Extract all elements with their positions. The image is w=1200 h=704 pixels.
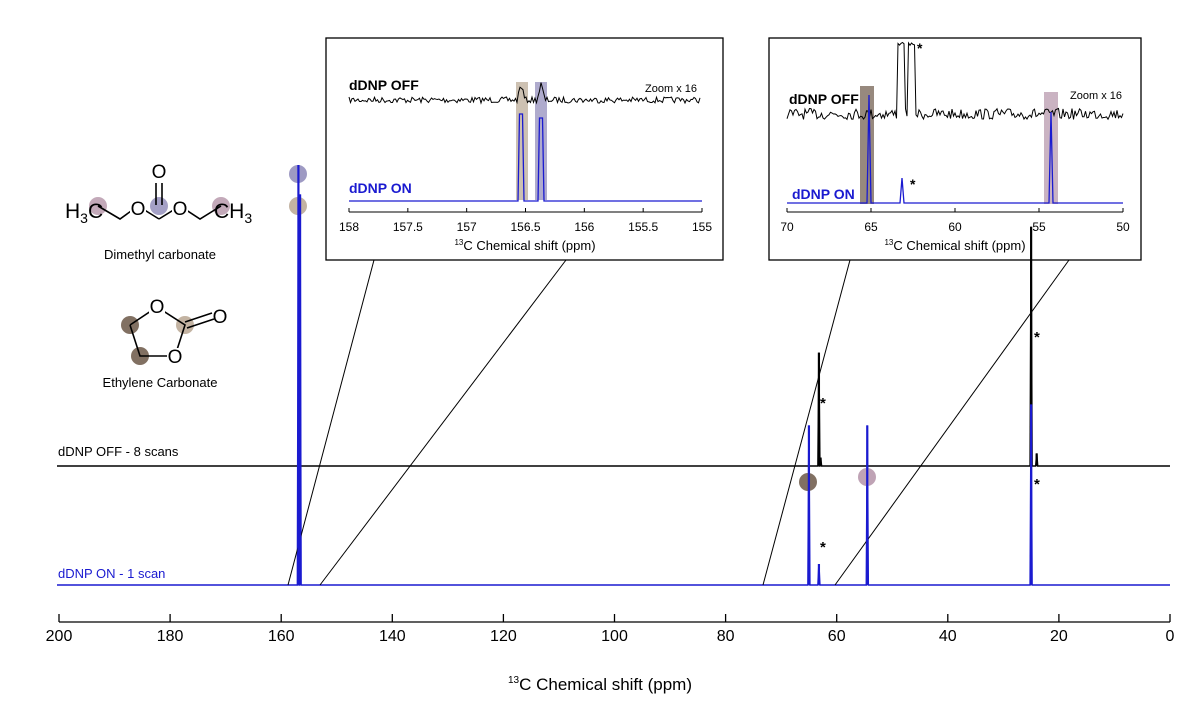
main-tick-label-0: 0 xyxy=(1166,628,1175,645)
inset-right-off-line xyxy=(786,41,1124,121)
inset-right-on-line xyxy=(787,94,1123,204)
dmc-bond-right xyxy=(158,205,222,220)
main-x-axis-title: 13C Chemical shift (ppm) xyxy=(508,675,692,694)
inset-right: dDNP OFF dDNP ON Zoom x 16 * * 70 65 60 55 5… xyxy=(768,37,1142,261)
inset-right-ticks: 70 65 60 55 50 xyxy=(780,208,1130,234)
dmc-structure: O O O H3C CH3 Dimethyl carbonate xyxy=(65,162,252,262)
ec-o-top: O xyxy=(150,297,165,318)
main-tick-label-80: 80 xyxy=(717,628,735,645)
star-off-25: * xyxy=(1034,329,1040,346)
dmc-carbonyl-highlight xyxy=(150,197,168,215)
inset-left-tick-label-158: 158 xyxy=(339,220,359,234)
on-trace-label: dDNP ON - 1 scan xyxy=(58,566,165,581)
ec-name: Ethylene Carbonate xyxy=(103,375,218,390)
star-off-63: * xyxy=(820,395,826,412)
inset-right-axis-title: 13C Chemical shift (ppm) xyxy=(884,238,1025,253)
inset-left-tick-label-157: 157 xyxy=(457,220,477,234)
inset-left-tick-label-157.5: 157.5 xyxy=(393,220,423,234)
off-spectrum-line xyxy=(57,226,1170,467)
inset-right-tick-label-70: 70 xyxy=(780,220,794,234)
ec-o-top-mask xyxy=(149,299,165,315)
inset-right-on-label: dDNP ON xyxy=(792,186,855,202)
inset-right-tick-label-60: 60 xyxy=(948,220,962,234)
inset-left-tick-label-156.5: 156.5 xyxy=(510,220,540,234)
main-tick-label-180: 180 xyxy=(157,628,184,645)
dmc-bond-left xyxy=(97,205,160,220)
inset-right-star-off: * xyxy=(917,40,923,56)
dmc-right-group: CH3 xyxy=(214,200,252,226)
inset-left-off-line xyxy=(348,82,701,105)
inset-left-tick-label-155: 155 xyxy=(692,220,712,234)
main-tick-label-100: 100 xyxy=(601,628,628,645)
dmc-o-right-mask xyxy=(172,200,188,216)
inset-left-off-label: dDNP OFF xyxy=(349,77,419,93)
dmc-o-right: O xyxy=(173,199,188,220)
inset-left-on-label: dDNP ON xyxy=(349,180,412,196)
inset-right-band-dmc xyxy=(1044,92,1058,204)
inset-left-tick-label-155.5: 155.5 xyxy=(628,220,658,234)
inset-left-on-line xyxy=(349,113,702,202)
ec-carbonyl-bond-a xyxy=(184,312,213,323)
zoom-guide-left-a xyxy=(287,259,375,586)
main-tick-label-120: 120 xyxy=(490,628,517,645)
inset-left-ticks: 158 157.5 157 156.5 156 155.5 155 xyxy=(339,208,712,234)
star-on-25: * xyxy=(1034,476,1040,493)
ec-carbonyl-bond-b xyxy=(186,318,215,329)
dmc-o-carbonyl: O xyxy=(152,162,167,183)
inset-right-tick-label-55: 55 xyxy=(1032,220,1046,234)
main-tick-label-60: 60 xyxy=(828,628,846,645)
main-tick-label-20: 20 xyxy=(1050,628,1068,645)
inset-right-tick-label-50: 50 xyxy=(1116,220,1130,234)
main-tick-label-40: 40 xyxy=(939,628,957,645)
main-x-axis: 200 180 160 140 120 100 80 60 40 20 0 xyxy=(46,614,1175,645)
ec-o-carbonyl: O xyxy=(213,307,228,328)
inset-right-zoom-label: Zoom x 16 xyxy=(1070,90,1122,102)
inset-left-tick-label-156: 156 xyxy=(574,220,594,234)
off-trace-label: dDNP OFF - 8 scans xyxy=(58,444,179,459)
main-tick-label-200: 200 xyxy=(46,628,73,645)
star-on-63: * xyxy=(820,539,826,556)
inset-right-star-on: * xyxy=(910,176,916,192)
main-tick-label-160: 160 xyxy=(268,628,295,645)
dmc-name: Dimethyl carbonate xyxy=(104,247,216,262)
ec-structure: O O O Ethylene Carbonate xyxy=(103,297,228,390)
zoom-guide-left-b xyxy=(319,259,567,586)
dmc-o-left: O xyxy=(131,199,146,220)
dmc-o-left-mask xyxy=(130,200,146,216)
inset-left-axis-title: 13C Chemical shift (ppm) xyxy=(454,238,595,253)
inset-right-frame xyxy=(768,37,1142,261)
dmc-left-group: H3C xyxy=(65,200,103,226)
inset-right-tick-label-65: 65 xyxy=(864,220,878,234)
inset-left-zoom-label: Zoom x 16 xyxy=(645,83,697,95)
zoom-guide-right-b xyxy=(834,259,1070,586)
zoom-guide-right-a xyxy=(762,259,851,586)
inset-left: dDNP OFF dDNP ON Zoom x 16 158 157.5 157 15… xyxy=(325,37,724,261)
main-tick-label-140: 140 xyxy=(379,628,406,645)
inset-right-off-label: dDNP OFF xyxy=(789,91,859,107)
ec-o-bottom: O xyxy=(168,347,183,368)
ec-o-bottom-mask xyxy=(167,348,183,364)
